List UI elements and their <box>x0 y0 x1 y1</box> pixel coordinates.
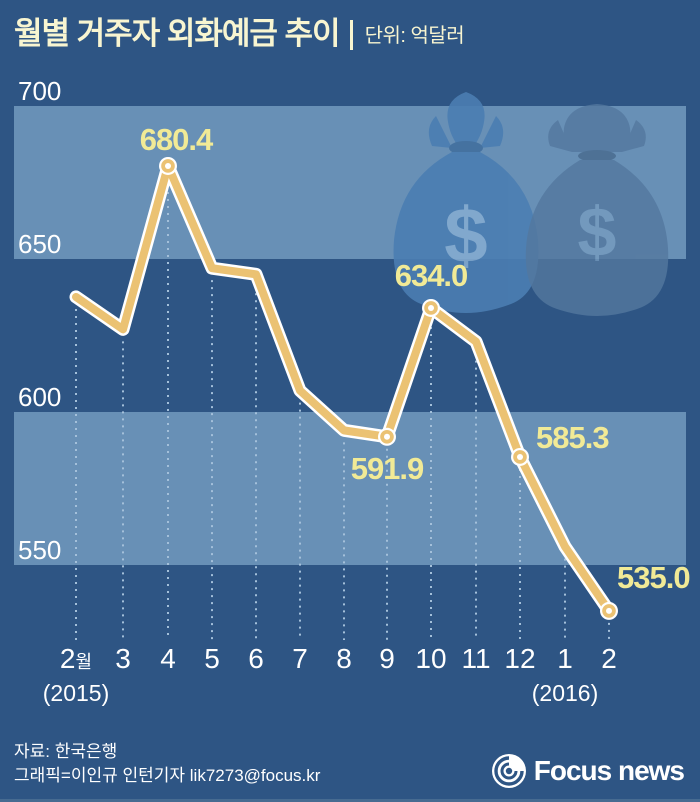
x-tick-label: 2월 <box>60 643 92 674</box>
logo-text: Focus news <box>533 755 685 786</box>
data-point-marker-dot <box>384 433 390 440</box>
graphic-credit: 그래픽=이인규 인턴기자 lik7273@focus.kr <box>14 766 321 785</box>
data-value-label: 591.9 <box>351 451 424 486</box>
focus-news-logo: Focus news <box>490 752 685 790</box>
money-bags-illustration: $ $ <box>393 92 669 316</box>
year-marker-label: (2015) <box>43 680 109 706</box>
chart-foreground: 700 650 600 550 680.4 591.9 634.0 585.3 535.0 2월 3… <box>18 76 691 706</box>
x-tick-label: 12 <box>504 643 535 674</box>
y-tick-label: 700 <box>18 76 61 106</box>
x-tick-label: 6 <box>248 643 264 674</box>
data-value-label: 680.4 <box>140 122 214 157</box>
x-tick-label: 7 <box>292 643 308 674</box>
data-point-marker-dot <box>165 162 171 169</box>
x-tick-label: 4 <box>160 643 176 674</box>
x-tick-label: 10 <box>415 643 446 674</box>
money-bag-icon: $ <box>393 92 539 313</box>
x-tick-label: 5 <box>204 643 220 674</box>
y-tick-label: 600 <box>18 382 61 412</box>
focus-news-swirl-icon <box>491 754 526 788</box>
data-point-marker-dot <box>428 304 434 311</box>
x-tick-label: 9 <box>379 643 395 674</box>
x-tick-label: 3 <box>115 643 131 674</box>
chart-title-row: 월별 거주자 외화예금 추이 단위: 억달러 <box>14 16 465 52</box>
bottom-edge-strip <box>0 799 700 802</box>
data-point-marker-dot <box>606 607 612 614</box>
data-point-marker-dot <box>517 453 523 460</box>
money-bag-icon: $ <box>525 104 669 316</box>
dollar-sign: $ <box>444 191 487 279</box>
data-value-label: 535.0 <box>617 560 690 595</box>
x-tick-label: 8 <box>336 643 352 674</box>
unit-label: 단위: 억달러 <box>364 25 465 47</box>
year-marker-label: (2016) <box>532 680 598 706</box>
x-tick-label: 11 <box>461 643 490 674</box>
x-tick-label: 1 <box>557 643 573 674</box>
x-tick-label: 2 <box>601 643 617 674</box>
data-value-label: 634.0 <box>395 258 468 293</box>
title-separator <box>349 20 353 50</box>
page-title: 월별 거주자 외화예금 추이 <box>14 16 341 51</box>
source-credit: 자료: 한국은행 <box>14 742 118 761</box>
data-value-label: 585.3 <box>536 420 609 455</box>
dollar-sign: $ <box>578 193 617 271</box>
y-tick-label: 650 <box>18 229 61 259</box>
footer: 자료: 한국은행 그래픽=이인규 인턴기자 lik7273@focus.kr <box>14 740 320 788</box>
y-tick-label: 550 <box>18 535 61 565</box>
